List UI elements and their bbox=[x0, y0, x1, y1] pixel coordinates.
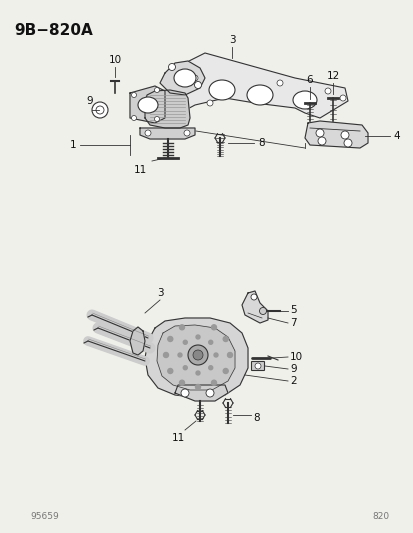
Polygon shape bbox=[130, 86, 165, 123]
Text: 9B−820A: 9B−820A bbox=[14, 23, 93, 38]
Polygon shape bbox=[304, 121, 367, 148]
Circle shape bbox=[259, 308, 266, 314]
Circle shape bbox=[179, 380, 184, 385]
Circle shape bbox=[179, 325, 184, 330]
Circle shape bbox=[343, 139, 351, 147]
Text: 2: 2 bbox=[289, 376, 296, 386]
Circle shape bbox=[276, 80, 282, 86]
Circle shape bbox=[183, 130, 190, 136]
Text: 5: 5 bbox=[289, 305, 296, 315]
Circle shape bbox=[340, 131, 348, 139]
Circle shape bbox=[227, 352, 232, 358]
Circle shape bbox=[154, 87, 159, 93]
Ellipse shape bbox=[292, 91, 316, 109]
Ellipse shape bbox=[138, 97, 158, 113]
Text: 7: 7 bbox=[289, 318, 296, 328]
Circle shape bbox=[206, 100, 212, 106]
Circle shape bbox=[163, 352, 168, 358]
Text: 4: 4 bbox=[392, 131, 399, 141]
Text: 6: 6 bbox=[306, 75, 313, 85]
Text: 1: 1 bbox=[69, 140, 76, 150]
Circle shape bbox=[223, 368, 228, 374]
Circle shape bbox=[317, 137, 325, 145]
Ellipse shape bbox=[247, 85, 272, 105]
Polygon shape bbox=[145, 90, 190, 128]
Text: 10: 10 bbox=[289, 352, 302, 362]
Circle shape bbox=[208, 340, 212, 344]
Circle shape bbox=[131, 116, 136, 120]
Polygon shape bbox=[140, 128, 195, 139]
Ellipse shape bbox=[209, 80, 235, 100]
Circle shape bbox=[211, 380, 216, 385]
Circle shape bbox=[315, 129, 323, 137]
Polygon shape bbox=[178, 53, 347, 118]
Text: 9: 9 bbox=[86, 96, 93, 106]
Ellipse shape bbox=[173, 69, 195, 87]
Circle shape bbox=[195, 335, 199, 339]
Circle shape bbox=[324, 88, 330, 94]
Circle shape bbox=[223, 336, 228, 342]
Polygon shape bbox=[157, 325, 235, 390]
Circle shape bbox=[208, 366, 212, 370]
Circle shape bbox=[192, 75, 197, 81]
Text: 10: 10 bbox=[108, 55, 121, 65]
Circle shape bbox=[154, 117, 159, 122]
Text: 95659: 95659 bbox=[30, 512, 59, 521]
FancyBboxPatch shape bbox=[251, 361, 264, 370]
Circle shape bbox=[211, 325, 216, 330]
Circle shape bbox=[214, 353, 218, 357]
Circle shape bbox=[131, 93, 136, 98]
Circle shape bbox=[188, 345, 207, 365]
Text: 820: 820 bbox=[372, 512, 389, 521]
Polygon shape bbox=[145, 318, 247, 398]
Circle shape bbox=[167, 368, 172, 374]
Text: 8: 8 bbox=[257, 138, 264, 148]
Text: 8: 8 bbox=[252, 413, 259, 423]
Polygon shape bbox=[175, 385, 228, 401]
Text: 9: 9 bbox=[289, 364, 296, 374]
Circle shape bbox=[250, 294, 256, 300]
Circle shape bbox=[178, 353, 182, 357]
Circle shape bbox=[180, 389, 189, 397]
Circle shape bbox=[254, 363, 260, 369]
Circle shape bbox=[206, 389, 214, 397]
Circle shape bbox=[195, 384, 200, 390]
Text: 12: 12 bbox=[325, 71, 339, 81]
Circle shape bbox=[145, 130, 151, 136]
Circle shape bbox=[167, 336, 172, 342]
Polygon shape bbox=[130, 327, 145, 355]
Circle shape bbox=[192, 350, 202, 360]
Text: 3: 3 bbox=[156, 288, 163, 298]
Text: 3: 3 bbox=[228, 35, 235, 45]
Text: 11: 11 bbox=[133, 165, 146, 175]
Text: 11: 11 bbox=[171, 433, 184, 443]
Circle shape bbox=[194, 82, 201, 88]
Circle shape bbox=[195, 371, 199, 375]
Polygon shape bbox=[159, 61, 204, 95]
Circle shape bbox=[183, 340, 187, 344]
Circle shape bbox=[168, 63, 175, 70]
Circle shape bbox=[339, 95, 345, 101]
Polygon shape bbox=[242, 291, 267, 323]
Circle shape bbox=[96, 106, 104, 114]
Circle shape bbox=[183, 366, 187, 370]
Circle shape bbox=[92, 102, 108, 118]
